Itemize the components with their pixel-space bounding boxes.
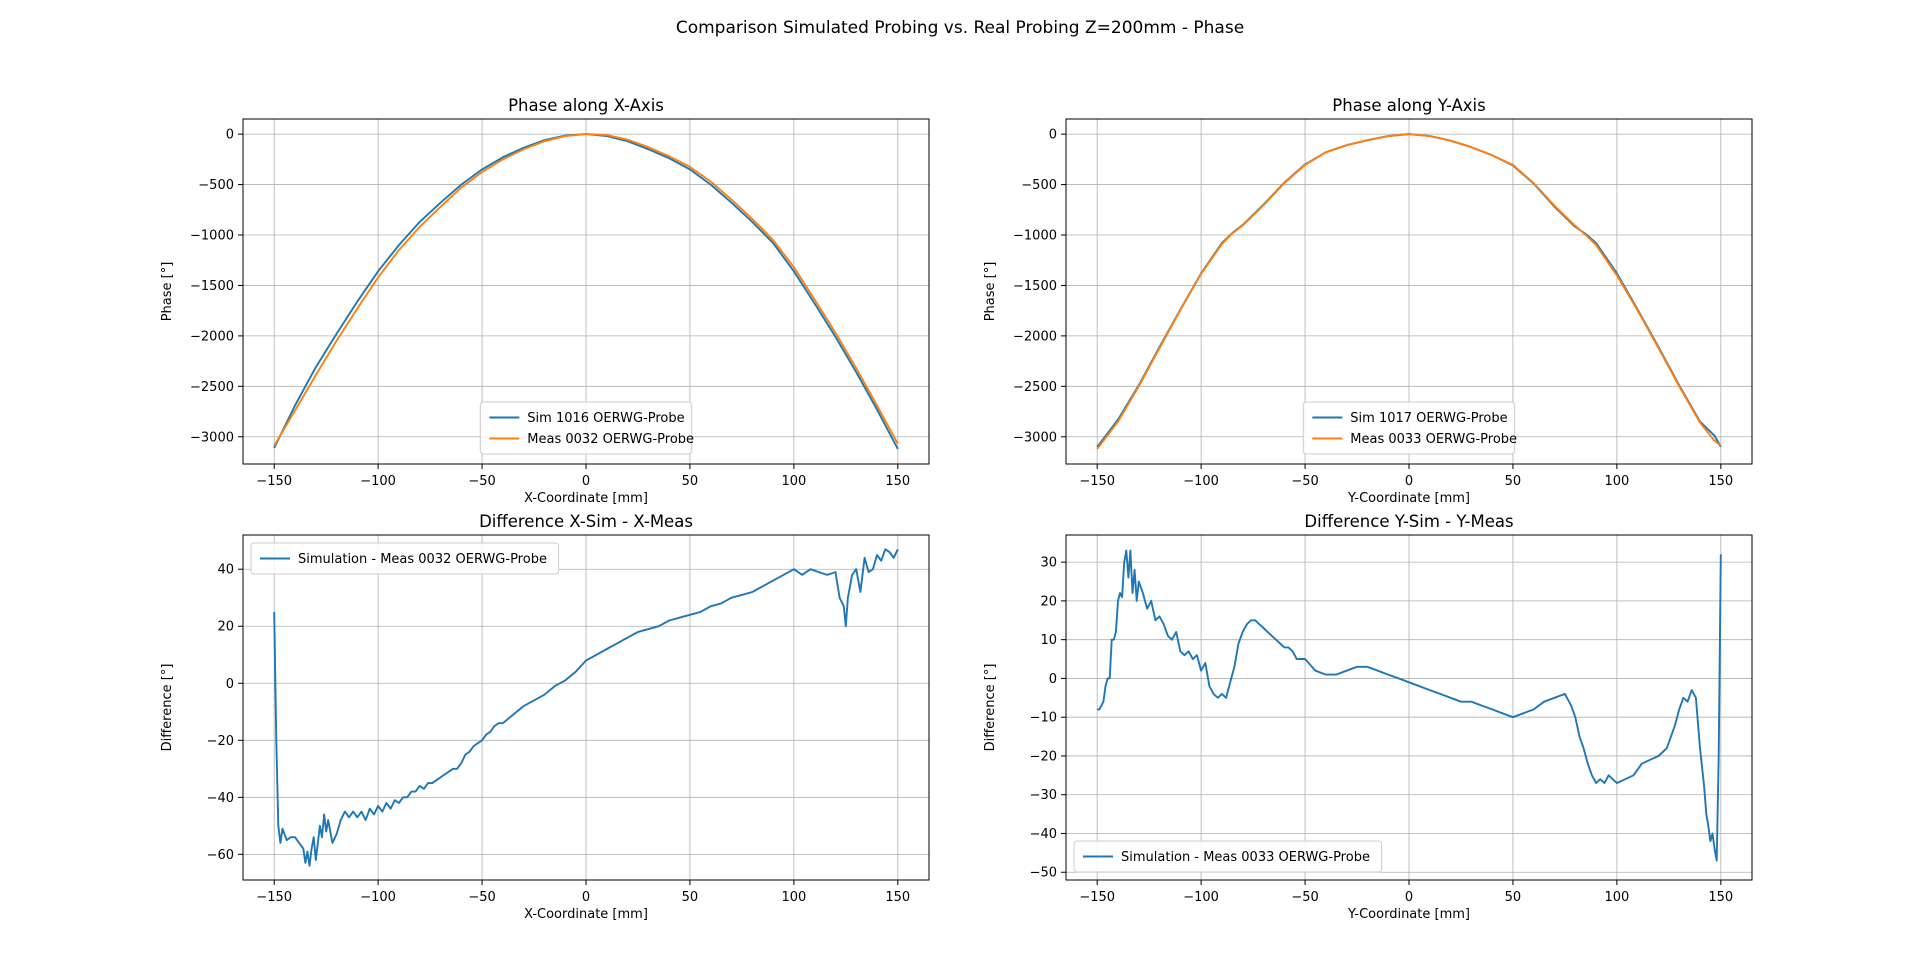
chart-1-ytick-label-2: −1000 xyxy=(1013,229,1057,244)
chart-1-ytick-label-1: −500 xyxy=(1021,178,1057,193)
chart-0-xtick-label-3: 0 xyxy=(582,474,590,489)
chart-2-ylabel: Difference [°] xyxy=(160,664,175,752)
chart-2-xtick-label-4: 50 xyxy=(682,890,699,905)
chart-2-series-line-0 xyxy=(273,548,899,867)
chart-2-legend-box xyxy=(250,542,560,575)
chart-1-xtick-label-3: 0 xyxy=(1405,474,1413,489)
chart-2-ytick-label-3: −20 xyxy=(207,734,234,749)
chart-3-xtick-label-1: −100 xyxy=(1183,890,1219,905)
chart-0-series-line-1 xyxy=(273,133,899,447)
chart-2-xlabel: X-Coordinate [mm] xyxy=(524,907,648,922)
chart-0-ytick-label-1: −500 xyxy=(198,178,234,193)
chart-3-xtick-label-6: 150 xyxy=(1708,890,1733,905)
chart-1-xtick-label-6: 150 xyxy=(1708,474,1733,489)
chart-1-ytick-label-6: −3000 xyxy=(1013,430,1057,445)
chart-1-title: Phase along Y-Axis xyxy=(1332,96,1485,115)
chart-3-xtick-label-3: 0 xyxy=(1405,890,1413,905)
chart-3-ytick-label-7: −40 xyxy=(1030,827,1057,842)
chart-1-xtick-label-4: 50 xyxy=(1505,474,1522,489)
chart-0-legend-label-0: Sim 1016 OERWG-Probe xyxy=(527,411,684,426)
chart-0-xtick-label-6: 150 xyxy=(885,474,910,489)
chart-2-xtick-label-3: 0 xyxy=(582,890,590,905)
chart-1-ytick-label-3: −1500 xyxy=(1013,279,1057,294)
chart-3-ytick-label-8: −50 xyxy=(1030,866,1057,881)
chart-2-title: Difference X-Sim - X-Meas xyxy=(479,512,693,531)
chart-3-xtick-label-2: −50 xyxy=(1291,890,1318,905)
chart-2-xtick-label-6: 150 xyxy=(885,890,910,905)
chart-3-series-line-0 xyxy=(1097,549,1722,862)
chart-0-legend: Sim 1016 OERWG-Probe Meas 0032 OERWG-Prob… xyxy=(479,401,694,455)
chart-2-xtick-label-5: 100 xyxy=(781,890,806,905)
chart-0-title: Phase along X-Axis xyxy=(508,96,664,115)
chart-3-ytick-label-2: 10 xyxy=(1040,633,1057,648)
chart-0-xtick-label-1: −100 xyxy=(360,474,396,489)
chart-0-ytick-label-4: −2000 xyxy=(190,329,234,344)
chart-1-ytick-label-0: 0 xyxy=(1049,128,1057,143)
chart-3-legend-label-0: Simulation - Meas 0033 OERWG-Probe xyxy=(1121,850,1370,865)
chart-0-xtick-label-5: 100 xyxy=(781,474,806,489)
chart-0-xtick-label-0: −150 xyxy=(256,474,292,489)
chart-0-legend-box xyxy=(479,401,693,455)
chart-0-xlabel: X-Coordinate [mm] xyxy=(524,491,648,506)
chart-3-ytick-label-6: −30 xyxy=(1030,788,1057,803)
chart-3-xlabel: Y-Coordinate [mm] xyxy=(1347,907,1470,922)
chart-0-ytick-label-0: 0 xyxy=(226,128,234,143)
chart-0-legend-label-1: Meas 0032 OERWG-Probe xyxy=(527,432,694,447)
chart-3-xtick-label-0: −150 xyxy=(1079,890,1115,905)
figure-suptitle: Comparison Simulated Probing vs. Real Pr… xyxy=(676,18,1244,38)
chart-1-xtick-label-1: −100 xyxy=(1183,474,1219,489)
chart-3-ytick-label-4: −10 xyxy=(1030,711,1057,726)
chart-1-ytick-label-4: −2000 xyxy=(1013,329,1057,344)
difference-x-chart: −150 −100 −50 0 50 100 150 40 20 0 −20 −40 −60 Differ… xyxy=(160,512,930,922)
chart-1-legend: Sim 1017 OERWG-Probe Meas 0033 OERWG-Prob… xyxy=(1302,401,1517,455)
chart-2-xtick-label-0: −150 xyxy=(256,890,292,905)
chart-0-xtick-label-2: −50 xyxy=(468,474,495,489)
phase-along-y-axis-chart: −150 −100 −50 0 50 100 1500−500−1000−1500−2000… xyxy=(983,96,1753,506)
chart-3-title: Difference Y-Sim - Y-Meas xyxy=(1304,512,1513,531)
chart-3-ytick-label-5: −20 xyxy=(1030,749,1057,764)
chart-2-ytick-label-2: 0 xyxy=(226,677,234,692)
chart-1-xtick-label-0: −150 xyxy=(1079,474,1115,489)
chart-0-ytick-label-3: −1500 xyxy=(190,279,234,294)
chart-2-xtick-label-1: −100 xyxy=(360,890,396,905)
chart-1-xtick-label-2: −50 xyxy=(1291,474,1318,489)
chart-0-ytick-label-2: −1000 xyxy=(190,229,234,244)
chart-1-legend-label-0: Sim 1017 OERWG-Probe xyxy=(1350,411,1507,426)
chart-2-ytick-label-4: −40 xyxy=(207,791,234,806)
phase-along-x-axis-chart: −150 −100 −50 0 50 100 1500−500−1000−1500−2000… xyxy=(160,96,930,506)
chart-0-ytick-label-5: −2500 xyxy=(190,380,234,395)
chart-2-ytick-label-1: 20 xyxy=(217,620,234,635)
chart-1-ytick-label-5: −2500 xyxy=(1013,380,1057,395)
chart-3-xtick-label-4: 50 xyxy=(1505,890,1522,905)
chart-1-legend-box xyxy=(1302,401,1516,455)
difference-y-chart: −150 −100 −50 0 50 100 1503020100−10−20−30−40−… xyxy=(983,512,1753,922)
chart-1-xtick-label-5: 100 xyxy=(1604,474,1629,489)
chart-2-xtick-label-2: −50 xyxy=(468,890,495,905)
chart-1-series-line-1 xyxy=(1096,133,1722,450)
chart-0-ylabel: Phase [°] xyxy=(160,262,175,322)
chart-0-xtick-label-4: 50 xyxy=(682,474,699,489)
chart-3-legend: Simulation - Meas 0033 OERWG-Probe xyxy=(1073,840,1383,873)
chart-0-ytick-label-6: −3000 xyxy=(190,430,234,445)
chart-3-ytick-label-1: 20 xyxy=(1040,594,1057,609)
chart-3-ylabel: Difference [°] xyxy=(983,664,998,752)
chart-3-xtick-label-5: 100 xyxy=(1604,890,1629,905)
chart-1-xlabel: Y-Coordinate [mm] xyxy=(1347,491,1470,506)
chart-3-legend-box xyxy=(1073,840,1383,873)
chart-2-ytick-label-0: 40 xyxy=(217,563,234,578)
chart-3-ytick-label-0: 30 xyxy=(1040,556,1057,571)
chart-2-legend-label-0: Simulation - Meas 0032 OERWG-Probe xyxy=(298,552,547,567)
chart-1-ylabel: Phase [°] xyxy=(983,262,998,322)
chart-1-legend-label-1: Meas 0033 OERWG-Probe xyxy=(1350,432,1517,447)
chart-2-ytick-label-5: −60 xyxy=(207,848,234,863)
chart-2-legend: Simulation - Meas 0032 OERWG-Probe xyxy=(250,542,560,575)
chart-3-ytick-label-3: 0 xyxy=(1049,672,1057,687)
